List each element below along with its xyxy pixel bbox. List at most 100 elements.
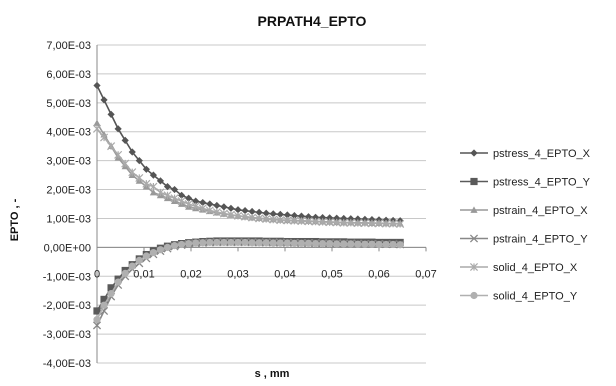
data-point xyxy=(248,213,257,222)
data-point xyxy=(255,239,263,247)
y-tick-label: -4,00E-03 xyxy=(43,358,91,370)
y-tick-label: 3,00E-03 xyxy=(46,156,91,168)
data-point xyxy=(198,204,207,213)
legend-marker xyxy=(470,177,478,186)
data-point xyxy=(389,240,397,249)
legend-label: solid_4_EPTO_Y xyxy=(493,291,578,303)
data-point xyxy=(276,216,285,225)
series-solid_4_EPTO_X xyxy=(92,124,405,228)
data-point xyxy=(326,240,334,248)
data-point xyxy=(212,208,221,217)
data-point xyxy=(297,217,306,226)
data-point xyxy=(199,239,207,247)
data-point xyxy=(389,219,398,228)
data-point xyxy=(100,295,108,303)
data-point xyxy=(354,215,362,223)
data-point xyxy=(184,199,193,209)
data-point xyxy=(354,240,362,248)
y-tick-labels: -4,00E-03 -3,00E-03 -2,00E-03 -1,00E-03 0,00… xyxy=(43,40,91,370)
data-point xyxy=(333,240,341,248)
data-point xyxy=(360,219,369,228)
data-point xyxy=(192,239,200,247)
data-point xyxy=(311,240,320,248)
data-point xyxy=(121,269,129,277)
chart-title: PRPATH4_EPTO xyxy=(258,13,367,29)
data-point xyxy=(311,217,320,226)
legend-item: solid_4_EPTO_Y xyxy=(460,291,578,303)
data-point xyxy=(107,284,115,292)
data-point xyxy=(170,242,179,250)
data-point xyxy=(276,210,284,219)
data-point xyxy=(100,133,109,142)
legend-item: pstrain_4_EPTO_Y xyxy=(460,234,588,246)
data-point xyxy=(220,238,228,247)
data-point xyxy=(128,168,137,177)
data-point xyxy=(269,210,277,218)
data-point xyxy=(234,206,242,214)
legend-label: pstress_4_EPTO_Y xyxy=(493,177,591,189)
data-point xyxy=(347,240,355,248)
y-tick-label: -3,00E-03 xyxy=(43,329,91,341)
data-point xyxy=(128,262,136,270)
data-point xyxy=(241,238,249,247)
data-point xyxy=(319,213,327,222)
data-point xyxy=(339,218,348,227)
data-point xyxy=(163,183,172,191)
data-point xyxy=(92,124,102,133)
data-point xyxy=(163,191,172,200)
data-point xyxy=(142,179,151,188)
data-point xyxy=(149,188,157,196)
data-point xyxy=(382,240,390,249)
data-point xyxy=(149,171,157,179)
data-point xyxy=(128,148,136,156)
legend-marker xyxy=(469,262,479,272)
data-point xyxy=(185,240,193,248)
data-point xyxy=(226,210,235,219)
data-point xyxy=(332,218,341,227)
data-point xyxy=(234,238,242,247)
legend-label: pstrain_4_EPTO_Y xyxy=(493,234,588,246)
x-tick-label: 0 xyxy=(94,268,100,280)
legend-item: solid_4_EPTO_X xyxy=(460,262,578,274)
legend-item: pstress_4_EPTO_X xyxy=(460,148,591,160)
y-tick-label: -1,00E-03 xyxy=(43,271,91,283)
y-tick-label: 0,00E+00 xyxy=(44,242,91,254)
data-point xyxy=(156,177,165,185)
data-point xyxy=(178,240,186,249)
data-point xyxy=(248,239,256,247)
x-tick-label: 0,05 xyxy=(321,268,342,280)
data-point xyxy=(233,211,243,220)
legend: pstress_4_EPTO_X pstress_4_EPTO_Y pstrain_… xyxy=(460,148,591,303)
y-tick-label: 6,00E-03 xyxy=(46,69,91,81)
data-point xyxy=(107,142,116,151)
data-point xyxy=(170,185,179,194)
data-point xyxy=(269,239,277,247)
data-point xyxy=(219,209,228,218)
legend-item: pstrain_4_EPTO_X xyxy=(460,205,588,217)
x-tick-label: 0,01 xyxy=(133,268,154,280)
data-point xyxy=(248,207,256,216)
series-solid_4_EPTO_Y xyxy=(93,238,404,324)
legend-item: pstress_4_EPTO_Y xyxy=(460,177,591,189)
data-point xyxy=(297,212,306,220)
axes xyxy=(96,45,427,363)
series-line xyxy=(96,85,401,222)
data-point xyxy=(142,165,150,173)
data-point xyxy=(367,219,376,228)
data-point xyxy=(276,239,284,247)
data-point xyxy=(213,201,221,210)
y-axis-label: EPTO , - xyxy=(9,198,21,241)
data-point xyxy=(192,197,200,205)
data-point xyxy=(177,197,186,206)
data-point xyxy=(297,239,306,247)
series-line xyxy=(96,122,401,225)
data-point xyxy=(93,119,101,126)
data-point xyxy=(121,159,130,168)
data-point xyxy=(107,110,115,118)
data-point xyxy=(149,248,157,257)
data-point xyxy=(170,194,179,203)
x-tick-label: 0,06 xyxy=(368,268,389,280)
data-point xyxy=(374,219,384,228)
data-point xyxy=(262,209,270,217)
data-point xyxy=(121,136,129,144)
